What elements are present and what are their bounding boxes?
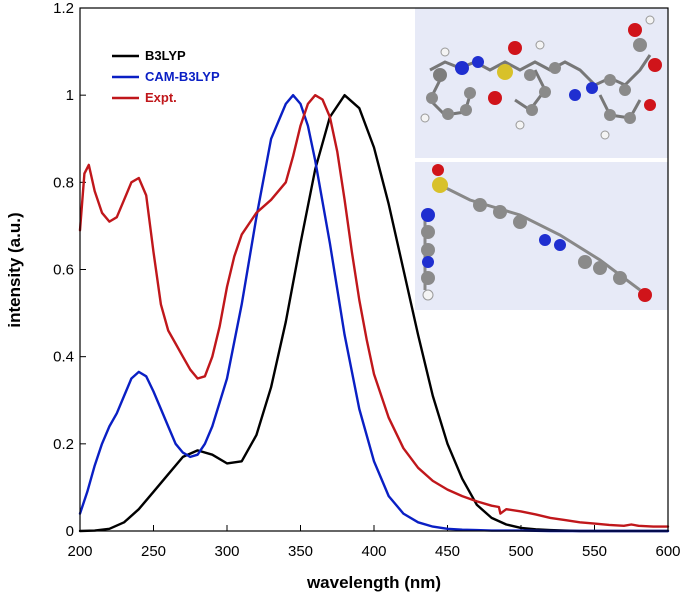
x-tick-label: 600 [655,543,680,560]
series-line-cam-b3lyp [78,93,670,533]
x-tick-label: 550 [582,543,607,560]
y-tick-label: 0.4 [53,349,74,366]
molecule-structure-inset [415,8,668,310]
y-tick-label: 0.2 [53,436,74,453]
legend-label: Expt. [145,90,177,105]
x-tick-label: 450 [435,543,460,560]
y-tick-label: 0.6 [53,262,74,279]
series-line-expt [78,93,670,528]
atom-spheres [420,15,662,140]
x-tick-label: 500 [508,543,533,560]
series-lines [78,93,670,533]
legend: B3LYP CAM-B3LYP Expt. [112,48,220,105]
x-axis-title: wavelength (nm) [306,573,441,592]
x-tick-label: 250 [141,543,166,560]
series-line-b3lyp [78,93,670,533]
x-tick-label: 350 [288,543,313,560]
y-tick-label: 0 [66,523,74,540]
x-tick-labels: 200 250 300 350 400 450 500 550 600 [67,543,680,560]
x-tick-label: 200 [67,543,92,560]
y-tick-label: 0.8 [53,174,74,191]
y-tick-labels: 0 0.2 0.4 0.6 0.8 1 1.2 [53,0,74,540]
legend-label: B3LYP [145,48,186,63]
legend-label: CAM-B3LYP [145,69,220,84]
y-tick-label: 1 [66,87,74,104]
x-tick-label: 400 [361,543,386,560]
x-tick-label: 300 [214,543,239,560]
plot-frame [79,7,669,532]
y-tick-label: 1.2 [53,0,74,17]
y-axis-title: intensity (a.u.) [5,212,24,327]
